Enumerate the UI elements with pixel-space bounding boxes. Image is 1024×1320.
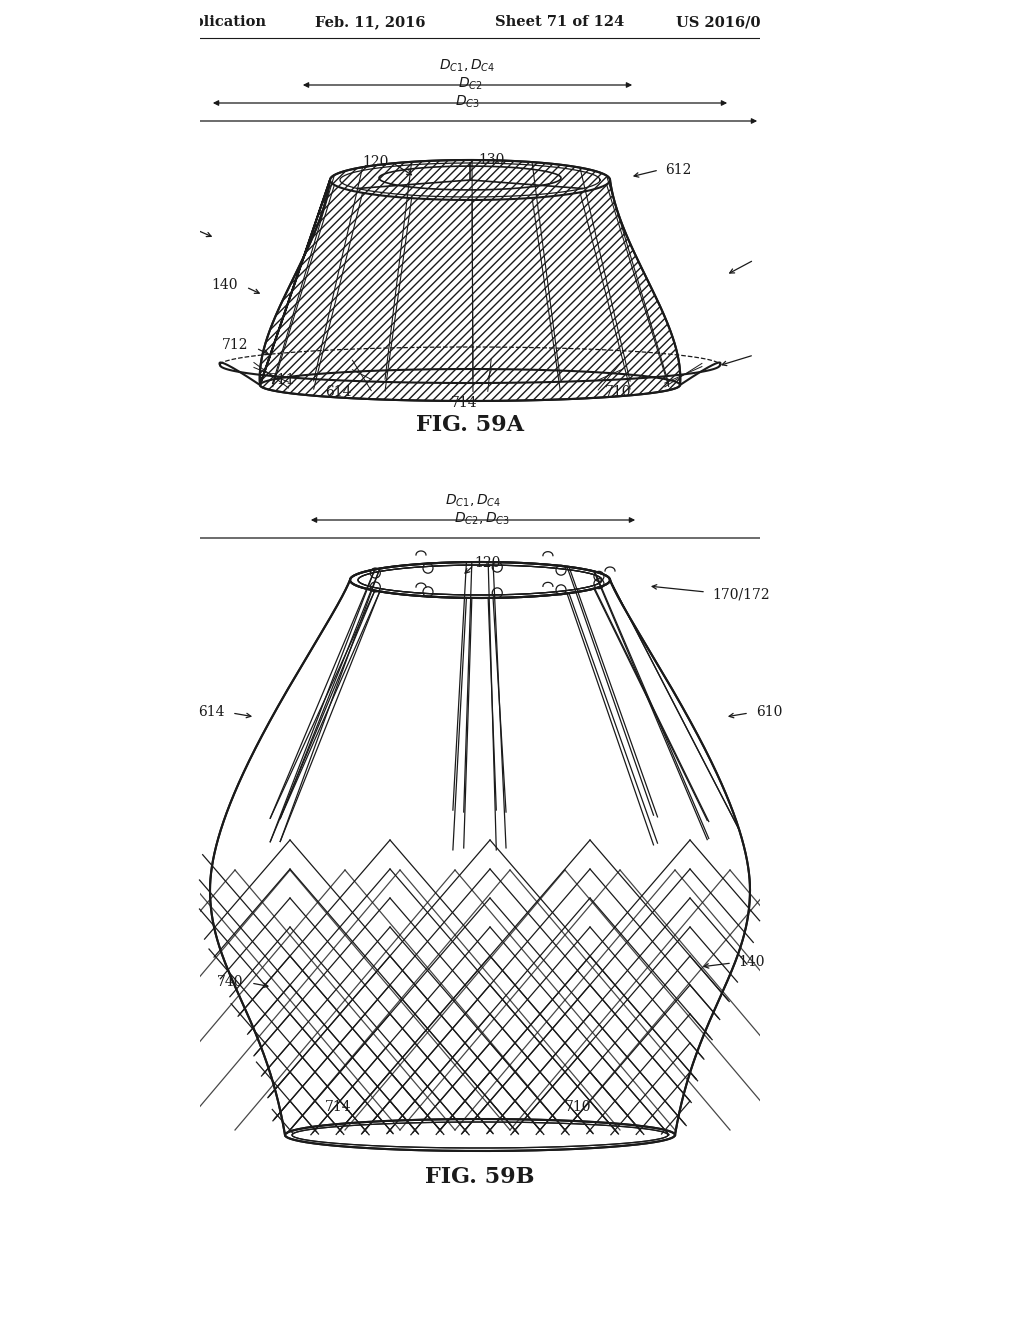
Text: 610: 610 [760, 253, 786, 267]
Text: $D_{C2}, D_{C3}$: $D_{C2}, D_{C3}$ [454, 511, 510, 527]
Text: 120: 120 [361, 154, 388, 169]
Text: 610: 610 [756, 705, 782, 719]
Text: 140: 140 [738, 954, 765, 969]
Text: 120: 120 [474, 556, 500, 570]
Text: Feb. 11, 2016: Feb. 11, 2016 [314, 15, 425, 29]
Text: 710: 710 [605, 385, 631, 399]
Text: 614: 614 [325, 385, 351, 399]
Polygon shape [0, 0, 200, 1320]
Text: $D_{C1}, D_{C4}$: $D_{C1}, D_{C4}$ [444, 492, 501, 510]
Text: 612: 612 [665, 162, 691, 177]
Text: 614: 614 [199, 705, 225, 719]
Text: 702: 702 [150, 213, 176, 227]
Text: 170/172: 170/172 [712, 587, 770, 601]
Text: $D_{C2}$: $D_{C2}$ [458, 75, 482, 92]
Text: $D_{C1}, D_{C4}$: $D_{C1}, D_{C4}$ [439, 58, 496, 74]
Text: 702: 702 [141, 634, 168, 647]
Text: 700: 700 [98, 529, 125, 543]
Polygon shape [760, 0, 1024, 1320]
Text: Patent Application Publication: Patent Application Publication [14, 15, 266, 29]
Polygon shape [210, 562, 750, 1135]
Text: 712: 712 [221, 338, 248, 352]
Text: 611: 611 [760, 348, 786, 362]
Text: FIG. 59A: FIG. 59A [416, 414, 524, 436]
Polygon shape [260, 160, 680, 401]
Text: 711: 711 [268, 374, 295, 387]
Text: 700: 700 [98, 116, 125, 129]
Text: 740: 740 [216, 975, 243, 989]
Text: 140: 140 [212, 279, 238, 292]
Text: 710: 710 [565, 1100, 591, 1114]
Text: 130: 130 [479, 153, 505, 168]
Text: $D_{C3}$: $D_{C3}$ [455, 94, 480, 110]
Text: US 2016/0038280 A1: US 2016/0038280 A1 [676, 15, 848, 29]
Text: 714: 714 [325, 1100, 351, 1114]
Text: 714: 714 [451, 396, 477, 411]
Text: Sheet 71 of 124: Sheet 71 of 124 [496, 15, 625, 29]
Text: FIG. 59B: FIG. 59B [425, 1166, 535, 1188]
